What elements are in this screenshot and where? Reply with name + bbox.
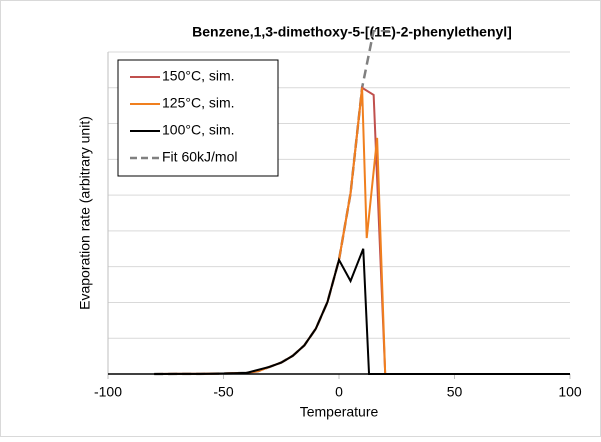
x-tick-label: 50: [447, 384, 463, 400]
x-tick-label: 100: [558, 384, 582, 400]
series-line: [154, 30, 390, 376]
legend-label: 150°C, sim.: [162, 68, 235, 84]
legend-label: 125°C, sim.: [162, 95, 235, 111]
legend-label: 100°C, sim.: [162, 122, 235, 138]
x-axis-label: Temperature: [300, 404, 379, 420]
x-tick-label: 0: [335, 384, 343, 400]
x-tick-label: -100: [94, 384, 122, 400]
x-tick-label: -50: [213, 384, 233, 400]
y-axis-label: Evaporation rate (arbitrary unit): [77, 116, 93, 310]
legend-box: [117, 59, 279, 177]
chart-title: Benzene,1,3-dimethoxy-5-[(1E)-2-phenylet…: [192, 24, 512, 40]
legend-label: Fit 60kJ/mol: [162, 149, 237, 165]
